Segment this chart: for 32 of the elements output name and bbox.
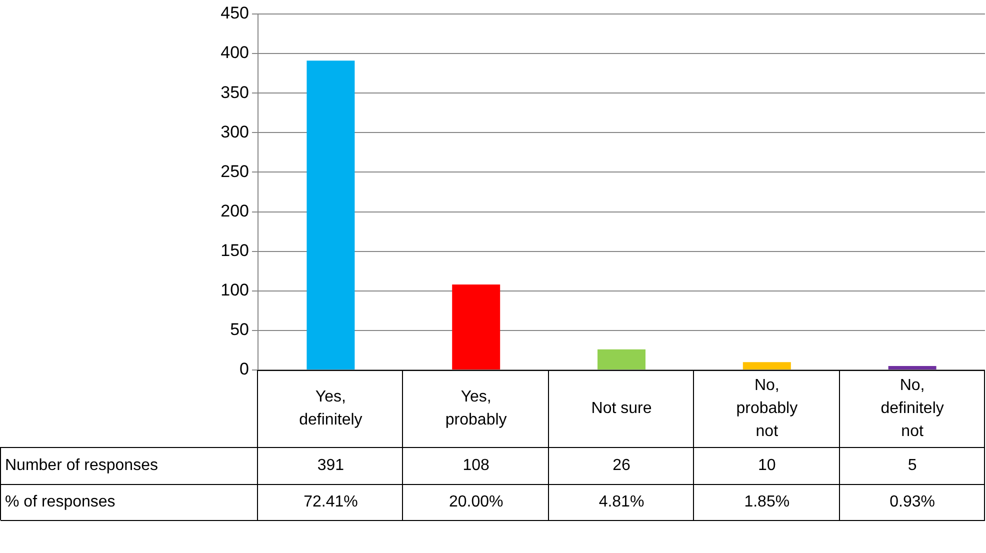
x-tick-label: Not sure bbox=[591, 400, 652, 417]
text: 72.41% bbox=[304, 493, 358, 510]
data-label: 10 bbox=[758, 456, 776, 474]
bar bbox=[452, 284, 500, 370]
text: 0.93% bbox=[890, 493, 935, 510]
x-tick-label: Yes, probably bbox=[445, 388, 507, 428]
x-tick-label: No, probably not bbox=[736, 376, 798, 440]
y-tick-label: 0 bbox=[240, 360, 249, 379]
bar bbox=[742, 362, 791, 370]
bar bbox=[306, 60, 355, 370]
x-tick-label: Yes, definitely bbox=[299, 388, 362, 428]
y-tick-label: 250 bbox=[220, 162, 249, 181]
x-tick-label: No, definitely not bbox=[880, 376, 944, 440]
y-tick-label: 300 bbox=[220, 122, 249, 142]
bar bbox=[598, 349, 646, 370]
bar bbox=[888, 366, 936, 370]
text: Number of responses bbox=[5, 456, 158, 474]
y-tick-label: 400 bbox=[220, 43, 249, 62]
text: % of responses bbox=[5, 493, 116, 510]
data-label: 108 bbox=[462, 456, 490, 474]
y-tick-label: 450 bbox=[220, 4, 249, 23]
data-label: 5 bbox=[908, 456, 917, 474]
text: 4.81% bbox=[598, 493, 644, 510]
text: 20.00% bbox=[448, 493, 504, 510]
data-label: 391 bbox=[317, 456, 344, 474]
y-tick-label: 350 bbox=[220, 82, 249, 102]
text: 1.85% bbox=[744, 493, 790, 510]
y-tick-label: 50 bbox=[230, 320, 249, 340]
data-label: 26 bbox=[612, 456, 630, 474]
y-tick-label: 100 bbox=[220, 280, 249, 300]
y-tick-label: 150 bbox=[220, 241, 249, 260]
y-tick-label: 200 bbox=[220, 201, 249, 220]
